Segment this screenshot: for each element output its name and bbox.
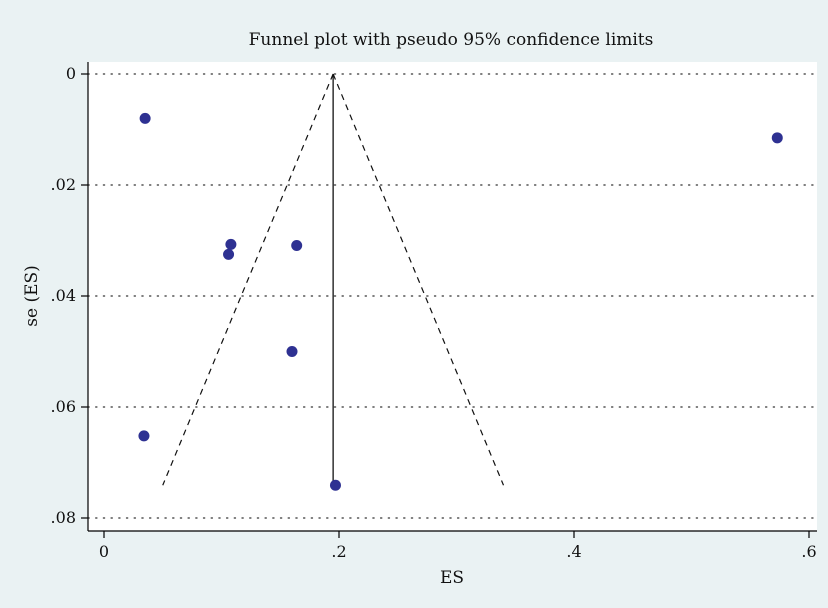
data-point [138, 430, 150, 442]
x-tick-label: .6 [801, 542, 816, 561]
data-point [223, 248, 235, 260]
chart-title: Funnel plot with pseudo 95% confidence l… [249, 30, 654, 50]
data-point [139, 112, 151, 124]
x-tick-label: 0 [99, 542, 109, 561]
x-axis-label: ES [440, 568, 464, 588]
data-points [138, 112, 783, 491]
data-point [225, 238, 237, 250]
x-tick-label: .2 [331, 542, 346, 561]
upper-confidence-limit [332, 73, 505, 486]
y-tick-label: .08 [51, 508, 76, 527]
data-point [329, 479, 341, 491]
y-tick-label: .04 [51, 286, 76, 305]
lower-confidence-limit [162, 73, 334, 486]
y-tick-label: 0 [66, 64, 76, 83]
y-tick-label: .06 [51, 397, 76, 416]
data-point [291, 239, 303, 251]
x-tick-label: .4 [566, 542, 581, 561]
tick-labels: 0 .02 .04 .06 .08 0 .2 .4 .6 [51, 64, 817, 561]
confidence-limits [162, 73, 505, 486]
axes [81, 62, 817, 538]
y-tick-label: .02 [51, 175, 76, 194]
data-point [771, 132, 783, 144]
y-axis-label: se (ES) [22, 265, 42, 327]
data-point [286, 346, 298, 357]
plot-area [88, 62, 817, 531]
